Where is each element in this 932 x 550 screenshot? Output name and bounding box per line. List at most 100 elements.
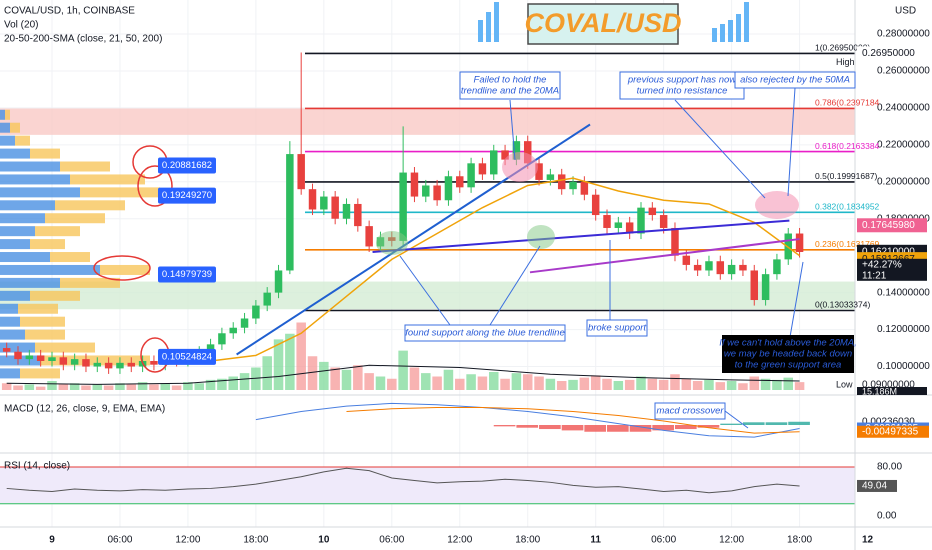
fib-label: 0(0.13033374) (815, 300, 870, 310)
level-mark-label: 0.19249270 (162, 190, 212, 201)
volume-bar (103, 385, 114, 390)
macd-hist-bar (516, 425, 539, 428)
profile-down (0, 368, 20, 379)
macd-signal (346, 406, 800, 434)
profile-down (0, 355, 40, 366)
volume-bar (375, 376, 386, 390)
profile-up (35, 342, 95, 353)
countdown-label: 11:21 (862, 270, 887, 281)
candle-body (444, 176, 453, 201)
level-mark-label: 0.14979739 (162, 269, 212, 280)
volume-bar (477, 376, 488, 390)
logo-icon (494, 2, 499, 42)
volume-bar (488, 372, 499, 390)
volume-bar (115, 383, 125, 390)
fib-label: 0.5(0.19991687) (815, 171, 878, 181)
volume-bar (92, 384, 103, 390)
candle-body (535, 163, 543, 180)
x-tick-label: 12:00 (175, 535, 200, 546)
macd-hist-bar (629, 425, 652, 432)
profile-down (0, 252, 50, 263)
logo-icon (720, 24, 725, 42)
volume-bar (624, 379, 635, 390)
candle-body (14, 351, 22, 360)
rsi-line (6, 467, 800, 494)
macd-label-box (857, 425, 929, 438)
x-tick-label: 12:00 (447, 535, 472, 546)
profile-down (0, 303, 18, 314)
volume-bar (398, 350, 408, 390)
volume-bar (35, 386, 46, 390)
macd-hist-bar (493, 425, 516, 427)
candle-body (648, 207, 657, 216)
annotation-text: found support along the blue trendline (405, 328, 565, 339)
x-tick-label: 9 (49, 535, 55, 546)
volume-bar (330, 367, 340, 390)
volume-label: 15.186M (862, 386, 897, 396)
volume-bar (13, 385, 23, 390)
volume-bar (681, 378, 692, 390)
candle-body (456, 176, 464, 188)
annotation-box (586, 319, 648, 337)
candle-body (557, 174, 566, 190)
logo-icon (728, 20, 733, 42)
profile-down (0, 264, 100, 275)
candle-body (682, 255, 691, 265)
candle-body (206, 344, 215, 352)
rsi-label-box (857, 479, 897, 492)
candle-body (104, 362, 113, 369)
volume-bar (81, 385, 91, 390)
volume-bar (285, 333, 295, 390)
volume-bar (296, 322, 306, 390)
candle-body (297, 154, 305, 190)
profile-up (25, 329, 65, 340)
macd-hist-bar (788, 421, 810, 425)
volume-bar (364, 373, 374, 390)
candle-body (365, 226, 373, 247)
highlight-circle (93, 255, 151, 281)
volume-label-box (857, 387, 927, 395)
volume-bar (126, 384, 137, 390)
candle-body (625, 222, 634, 234)
profile-up (100, 264, 150, 275)
logo-text: COVAL/USD (524, 8, 681, 38)
candle-body (546, 174, 555, 180)
profile-up (30, 148, 60, 159)
annotation-text: previous support has now (627, 75, 737, 86)
profile-up (5, 109, 10, 120)
y-tick-label: 0.28000000 (877, 29, 930, 40)
candle-body (512, 141, 521, 160)
level-mark-box (158, 266, 216, 283)
volume-bar (590, 375, 601, 390)
candle-body (693, 264, 702, 271)
volume-bar (171, 385, 182, 390)
macd-hist-bar (720, 423, 742, 425)
candle-body (761, 274, 770, 301)
volume-bar (772, 379, 782, 390)
candle-body (25, 355, 34, 360)
macd-hist-bar (765, 422, 788, 425)
candle-body (716, 261, 725, 275)
fib-label: 0.236(0.1631769 (815, 239, 880, 249)
candle-body (773, 259, 781, 275)
candle-body (342, 203, 351, 219)
volume-bar (149, 384, 159, 390)
price-label-box (857, 46, 927, 61)
macd-hist-bar (607, 425, 629, 432)
annotation-box (619, 71, 745, 100)
volume-bar (534, 376, 544, 390)
profile-up (15, 135, 30, 146)
candle-body (354, 203, 362, 227)
candle-body (48, 357, 56, 361)
highlight-circle (137, 165, 173, 207)
annotation-text: macd crossover (656, 406, 724, 417)
price-label: 0.17645980 (862, 220, 915, 231)
candle-body (127, 362, 136, 367)
volume-bar (137, 382, 148, 390)
candle-body (410, 172, 419, 197)
arrow (724, 410, 749, 429)
profile-up (20, 316, 65, 327)
candle-body (705, 261, 713, 271)
arrow (674, 99, 766, 199)
volume-bar (455, 378, 465, 390)
